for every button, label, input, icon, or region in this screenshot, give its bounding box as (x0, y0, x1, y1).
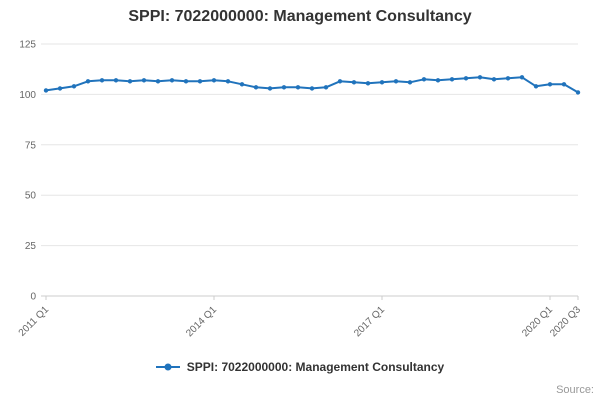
legend-item[interactable]: SPPI: 7022000000: Management Consultancy (0, 360, 600, 374)
svg-text:2014 Q1: 2014 Q1 (184, 304, 219, 339)
legend-label: SPPI: 7022000000: Management Consultancy (186, 360, 445, 374)
svg-text:2011 Q1: 2011 Q1 (17, 304, 52, 339)
svg-text:2020 Q3: 2020 Q3 (548, 304, 583, 339)
chart-canvas: 0 25 50 75 100 125 2011 Q1 2014 Q1 2017 Q1 2020 Q… (17, 40, 584, 340)
chart-title: SPPI: 7022000000: Management Consultancy (128, 8, 472, 25)
svg-text:50: 50 (25, 191, 37, 202)
legend-line-icon (155, 366, 180, 368)
svg-text:0: 0 (30, 292, 36, 303)
svg-text:125: 125 (19, 40, 36, 51)
svg-text:2017 Q1: 2017 Q1 (352, 304, 387, 339)
source-label: Source: (556, 384, 594, 396)
svg-text:100: 100 (19, 90, 36, 101)
svg-text:25: 25 (25, 241, 37, 252)
svg-text:75: 75 (25, 140, 37, 151)
